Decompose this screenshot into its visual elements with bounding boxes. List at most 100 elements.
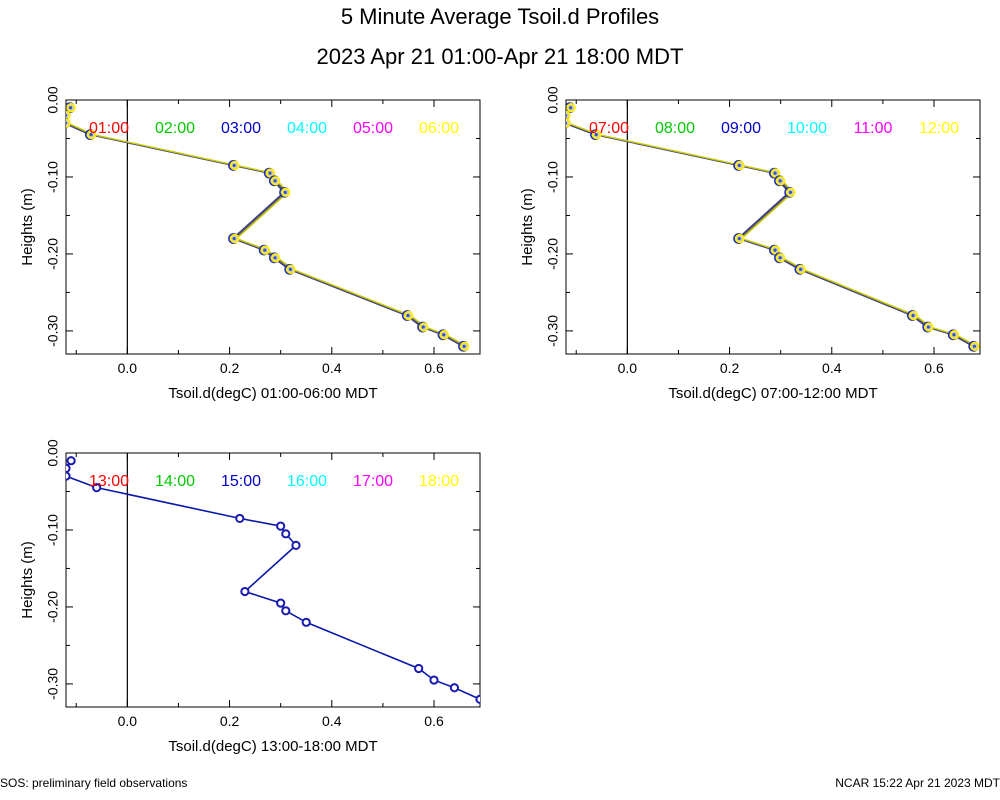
profile-line-01:00	[66, 107, 464, 347]
data-point-core	[66, 113, 68, 117]
legend-1600: 16:00	[287, 473, 327, 490]
profile-line-06:00	[67, 107, 468, 347]
x-tick-label: 0.6	[924, 360, 944, 376]
data-point-core	[421, 325, 425, 329]
data-point-core	[773, 248, 777, 252]
legend-0800: 08:00	[655, 120, 695, 137]
data-point	[66, 456, 76, 466]
x-tick-label: 0.4	[322, 713, 342, 729]
data-point-core	[926, 325, 930, 329]
data-point-core	[778, 179, 782, 183]
data-point-core	[273, 256, 277, 260]
legend-0300: 03:00	[221, 120, 261, 137]
x-tick-label: 0.0	[118, 360, 138, 376]
plot-frame	[565, 99, 981, 355]
legend-1100: 11:00	[854, 120, 893, 137]
profile-panel-1: 0.0 0.2 0.4 0.6 0.00 -0.10 -0.20 -0.30 Tsoil.d(d…	[19, 86, 481, 402]
data-point-core	[566, 121, 568, 125]
data-point	[475, 694, 480, 704]
data-point-core	[232, 236, 236, 241]
profile-data	[566, 102, 980, 352]
data-point	[276, 521, 286, 531]
x-tick-label: 0.6	[424, 713, 444, 729]
data-point	[66, 471, 71, 481]
profile-line-12:00	[567, 107, 978, 347]
legend-1700: 17:00	[353, 473, 393, 490]
profile-data	[66, 102, 470, 352]
profile-data	[66, 456, 480, 704]
data-point-core	[737, 236, 741, 241]
chart-title: 5 Minute Average Tsoil.d Profiles	[340, 4, 660, 29]
profile-line-03:00	[66, 107, 465, 347]
data-point-core	[268, 171, 272, 175]
legend-0200: 02:00	[155, 120, 195, 137]
data-point	[276, 598, 286, 608]
data-point-core	[442, 333, 446, 337]
data-point-core	[69, 106, 73, 110]
y-tick-label: -0.30	[45, 668, 61, 700]
data-point-core	[799, 267, 803, 271]
data-point-core	[773, 171, 777, 175]
profile-panel-2: 0.0 0.2 0.4 0.6 0.00 -0.10 -0.20 -0.30 Tsoil.d(d…	[519, 86, 981, 402]
data-point	[414, 663, 424, 674]
data-point-core	[594, 133, 598, 137]
x-tick-label: 0.6	[424, 360, 444, 376]
data-point-core	[972, 344, 976, 348]
y-tick-label: 0.00	[45, 439, 61, 466]
y-tick-label: -0.20	[45, 591, 61, 623]
data-point	[281, 606, 291, 616]
data-point-core	[566, 113, 568, 117]
data-point-core	[273, 179, 277, 183]
data-point-core	[788, 190, 792, 194]
data-point-core	[462, 344, 466, 348]
data-point	[291, 540, 301, 550]
y-tick-label: 0.00	[545, 86, 561, 113]
y-tick-label: 0.00	[45, 86, 61, 113]
data-point-core	[911, 313, 915, 318]
x-tick-label: 0.4	[822, 360, 842, 376]
data-point	[66, 463, 71, 473]
legend-0600: 06:00	[419, 120, 459, 137]
legend-1500: 15:00	[221, 473, 261, 490]
x-tick-label: 0.4	[322, 360, 342, 376]
footer-right: NCAR 15:22 Apr 21 2023 MDT	[835, 776, 1000, 790]
y-tick-label: -0.10	[45, 161, 61, 193]
legend-1300: 13:00	[89, 473, 129, 490]
data-point	[449, 683, 460, 693]
data-point-core	[66, 121, 68, 125]
x-tick-label: 0.0	[618, 360, 638, 376]
data-point-core	[232, 163, 236, 168]
legend-0100: 01:00	[89, 120, 129, 137]
y-tick-label: -0.10	[545, 161, 561, 193]
y-tick-label: -0.30	[545, 315, 561, 347]
x-tick-label: 0.2	[220, 713, 240, 729]
y-tick-label: -0.20	[545, 238, 561, 270]
y-tick-label: -0.30	[45, 315, 61, 347]
data-point	[301, 617, 311, 627]
data-point-core	[569, 106, 573, 110]
legend-1200: 12:00	[919, 120, 959, 137]
data-point-core	[283, 190, 287, 194]
profile-line-11:00	[566, 107, 977, 347]
data-point-core	[89, 133, 93, 137]
x-tick-label: 0.2	[720, 360, 740, 376]
data-point-core	[288, 267, 292, 271]
y-tick-label: -0.10	[45, 514, 61, 546]
y-axis-label: Heights (m)	[519, 188, 536, 266]
x-axis-label: Tsoil.d(degC) 07:00-12:00 MDT	[668, 385, 877, 402]
chart-subtitle: 2023 Apr 21 01:00-Apr 21 18:00 MDT	[316, 44, 684, 69]
legend-0400: 04:00	[287, 120, 327, 137]
x-tick-label: 0.0	[118, 713, 138, 729]
data-point	[240, 586, 250, 597]
data-point	[66, 118, 71, 128]
plot-frame	[65, 452, 481, 708]
y-axis-label: Heights (m)	[19, 188, 36, 266]
legend-1400: 14:00	[155, 473, 195, 490]
data-point	[429, 675, 439, 685]
data-point	[235, 513, 245, 524]
legend-0900: 09:00	[721, 120, 761, 137]
x-tick-label: 0.2	[220, 360, 240, 376]
x-axis-label: Tsoil.d(degC) 01:00-06:00 MDT	[168, 385, 377, 402]
legend-1000: 10:00	[787, 120, 827, 137]
